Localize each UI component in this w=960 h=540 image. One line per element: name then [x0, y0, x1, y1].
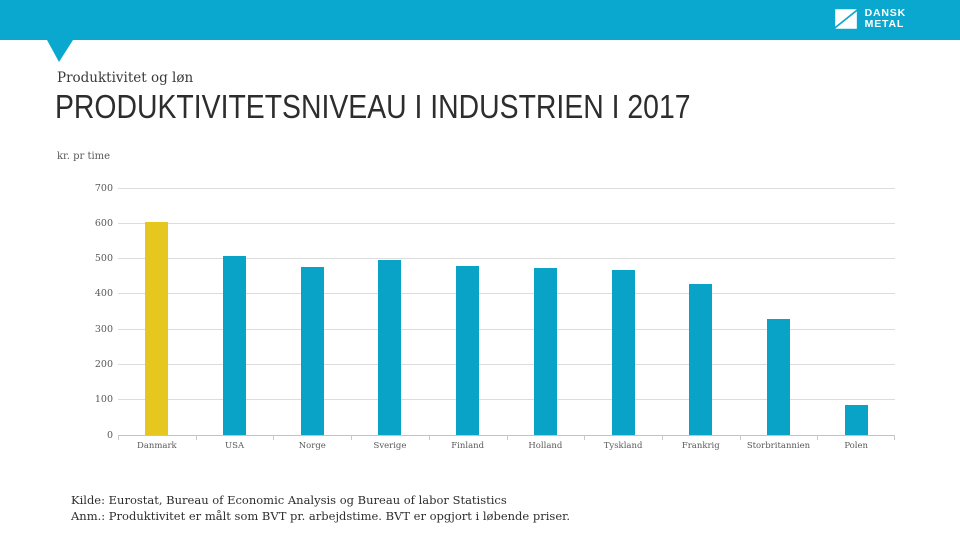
wordmark-line2: METAL — [864, 18, 905, 30]
y-tick-label-300: 300 — [94, 323, 113, 335]
x-tick-label-frankrig: Frankrig — [681, 441, 720, 451]
gridline-100 — [118, 399, 895, 401]
plot-area — [118, 187, 895, 440]
x-axis-boundary-tick — [506, 435, 508, 440]
x-tick-label-danmark: Danmark — [137, 441, 177, 451]
gridline-600 — [118, 222, 895, 224]
x-axis-boundary-tick — [273, 435, 275, 440]
x-axis-boundary-tick — [661, 435, 663, 440]
bar-norge — [300, 267, 324, 435]
x-axis-boundary-tick — [584, 435, 586, 440]
x-tick-label-polen: Polen — [844, 441, 869, 451]
dansk-metal-logo-icon — [833, 6, 859, 32]
x-axis-labels: Danmark USA Norge Sverige Finland Holland Tysk… — [118, 441, 895, 451]
y-tick-label-600: 600 — [94, 217, 113, 229]
bar-finland — [456, 265, 480, 435]
x-axis-boundary-tick — [118, 435, 119, 440]
x-tick-label-holland: Holland — [528, 441, 563, 451]
x-axis-boundary-tick — [195, 435, 197, 440]
y-axis-unit-label: kr. pr time — [57, 151, 111, 162]
bar-danmark — [145, 221, 169, 435]
bar-usa — [223, 256, 247, 435]
x-tick-label-tyskland: Tyskland — [603, 441, 643, 451]
gridline-300 — [118, 328, 895, 330]
y-tick-label-0: 0 — [106, 429, 113, 441]
y-tick-label-400: 400 — [94, 288, 113, 300]
y-tick-label-700: 700 — [94, 182, 113, 194]
footer-notes: Kilde: Eurostat, Bureau of Economic Anal… — [71, 493, 570, 524]
x-tick-label-sverige: Sverige — [373, 441, 407, 451]
dansk-metal-wordmark: DANSK METAL — [864, 6, 906, 31]
band-pointer-icon — [47, 40, 73, 62]
bar-tyskland — [611, 270, 635, 435]
wordmark-line1: DANSK — [864, 6, 906, 19]
y-tick-label-100: 100 — [94, 394, 113, 406]
x-axis-boundary-tick — [428, 435, 430, 440]
x-axis-boundary-tick — [817, 435, 819, 440]
bar-holland — [533, 268, 557, 435]
y-tick-label-200: 200 — [94, 358, 113, 370]
source-line: Kilde: Eurostat, Bureau of Economic Anal… — [71, 493, 507, 507]
x-axis-boundary-tick — [739, 435, 741, 440]
bar-storbritannien — [766, 318, 790, 435]
x-axis-boundary-tick — [351, 435, 353, 440]
note-line: Anm.: Produktivitet er målt som BVT pr. … — [71, 508, 571, 523]
gridline-400 — [118, 293, 895, 295]
y-axis-labels: 0 100 200 300 400 500 600 700 — [70, 183, 113, 441]
bar-sverige — [378, 259, 402, 435]
x-tick-label-usa: USA — [224, 441, 245, 451]
dansk-metal-logo: DANSK METAL — [833, 6, 906, 32]
x-axis-boundary-tick — [894, 435, 895, 440]
gridline-500 — [118, 258, 895, 260]
slide-eyebrow: Produktivitet og løn — [57, 70, 194, 86]
top-accent-band — [0, 0, 960, 40]
x-tick-label-finland: Finland — [451, 441, 485, 451]
bar-frankrig — [689, 283, 713, 435]
bar-polen — [844, 405, 868, 435]
slide-title: PRODUKTIVITETSNIVEAU I INDUSTRIEN I 2017 — [55, 88, 691, 125]
gridline-700 — [118, 187, 895, 189]
gridline-200 — [118, 363, 895, 365]
y-tick-label-500: 500 — [94, 253, 113, 265]
x-tick-label-norge: Norge — [298, 441, 326, 451]
x-tick-label-storbritannien: Storbritannien — [746, 441, 811, 451]
